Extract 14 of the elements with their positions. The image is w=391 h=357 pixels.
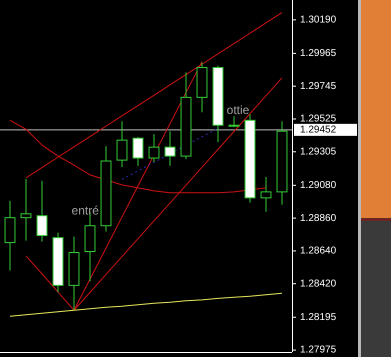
ref-line-label: 1.29452	[300, 124, 337, 136]
y-tick-label: 1.28420	[300, 278, 337, 290]
annotation: entré	[72, 203, 100, 218]
annotation: ottie	[226, 103, 250, 118]
y-tick-label: 1.29525	[300, 114, 337, 125]
y-tick-label: 1.28195	[300, 312, 337, 323]
y-tick-label: 1.29965	[300, 48, 337, 60]
y-tick-label: 1.29305	[300, 146, 337, 158]
y-tick-label: 1.28640	[300, 246, 337, 257]
y-tick-label: 1.29080	[300, 180, 337, 191]
y-tick-label: 1.27975	[300, 344, 337, 356]
y-tick-label: 1.28860	[300, 212, 337, 224]
y-tick-label: 1.29745	[300, 80, 337, 92]
y-tick-label: 1.30190	[300, 14, 337, 26]
